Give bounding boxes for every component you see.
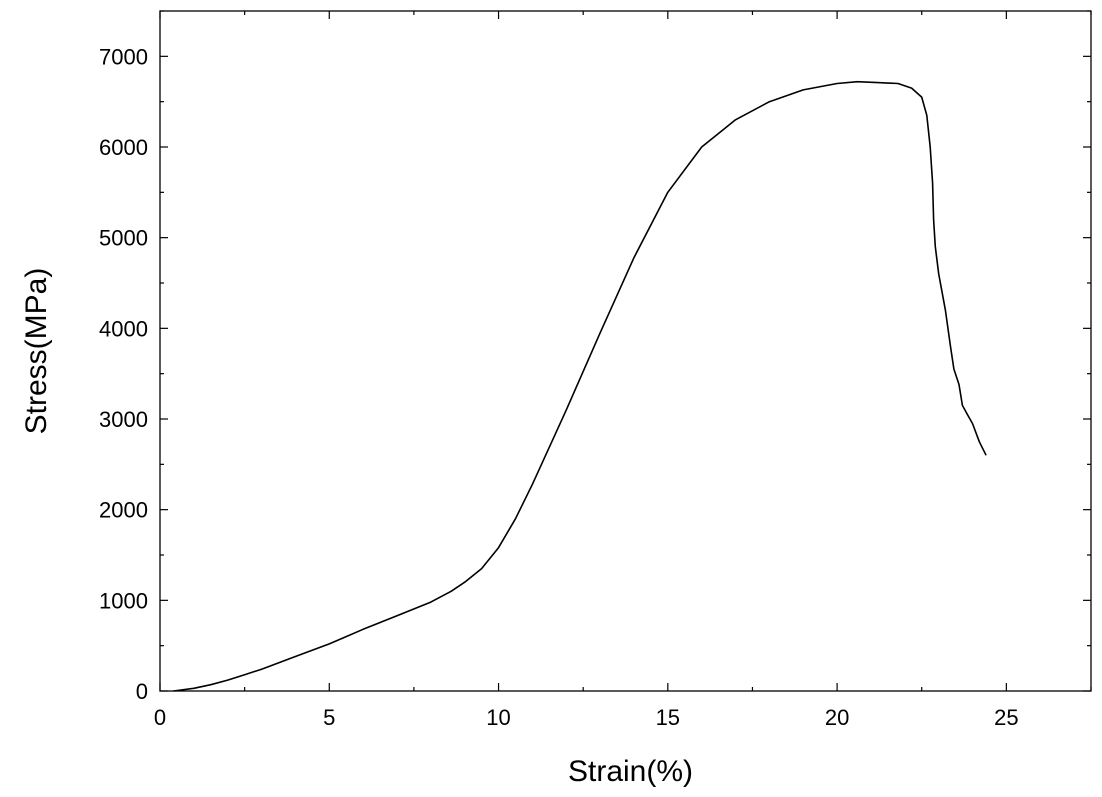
y-tick-label: 5000	[99, 226, 148, 251]
y-tick-label: 0	[136, 679, 148, 704]
y-tick-label: 1000	[99, 588, 148, 613]
y-tick-label: 6000	[99, 135, 148, 160]
plot-frame	[159, 10, 1092, 692]
y-tick-label: 4000	[99, 316, 148, 341]
x-tick-label: 0	[154, 705, 166, 730]
stress-strain-curve	[173, 80, 987, 692]
x-tick-label: 5	[323, 705, 335, 730]
x-axis-title: Strain(%)	[568, 755, 693, 788]
y-tick-label: 3000	[99, 407, 148, 432]
y-tick-label: 2000	[99, 498, 148, 523]
x-tick-label: 25	[994, 705, 1018, 730]
y-tick-label: 7000	[99, 44, 148, 69]
y-axis-title: Stress(MPa)	[20, 268, 53, 435]
x-tick-label: 20	[825, 705, 849, 730]
tick-labels: 0 5 10 15 20 25 0 1000 2000 3000 4000 5000 6000 7000	[99, 44, 1019, 730]
x-tick-label: 15	[656, 705, 680, 730]
x-tick-label: 10	[486, 705, 510, 730]
